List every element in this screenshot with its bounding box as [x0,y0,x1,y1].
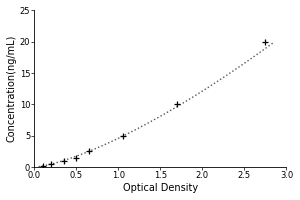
Y-axis label: Concentration(ng/mL): Concentration(ng/mL) [7,35,17,142]
X-axis label: Optical Density: Optical Density [123,183,198,193]
